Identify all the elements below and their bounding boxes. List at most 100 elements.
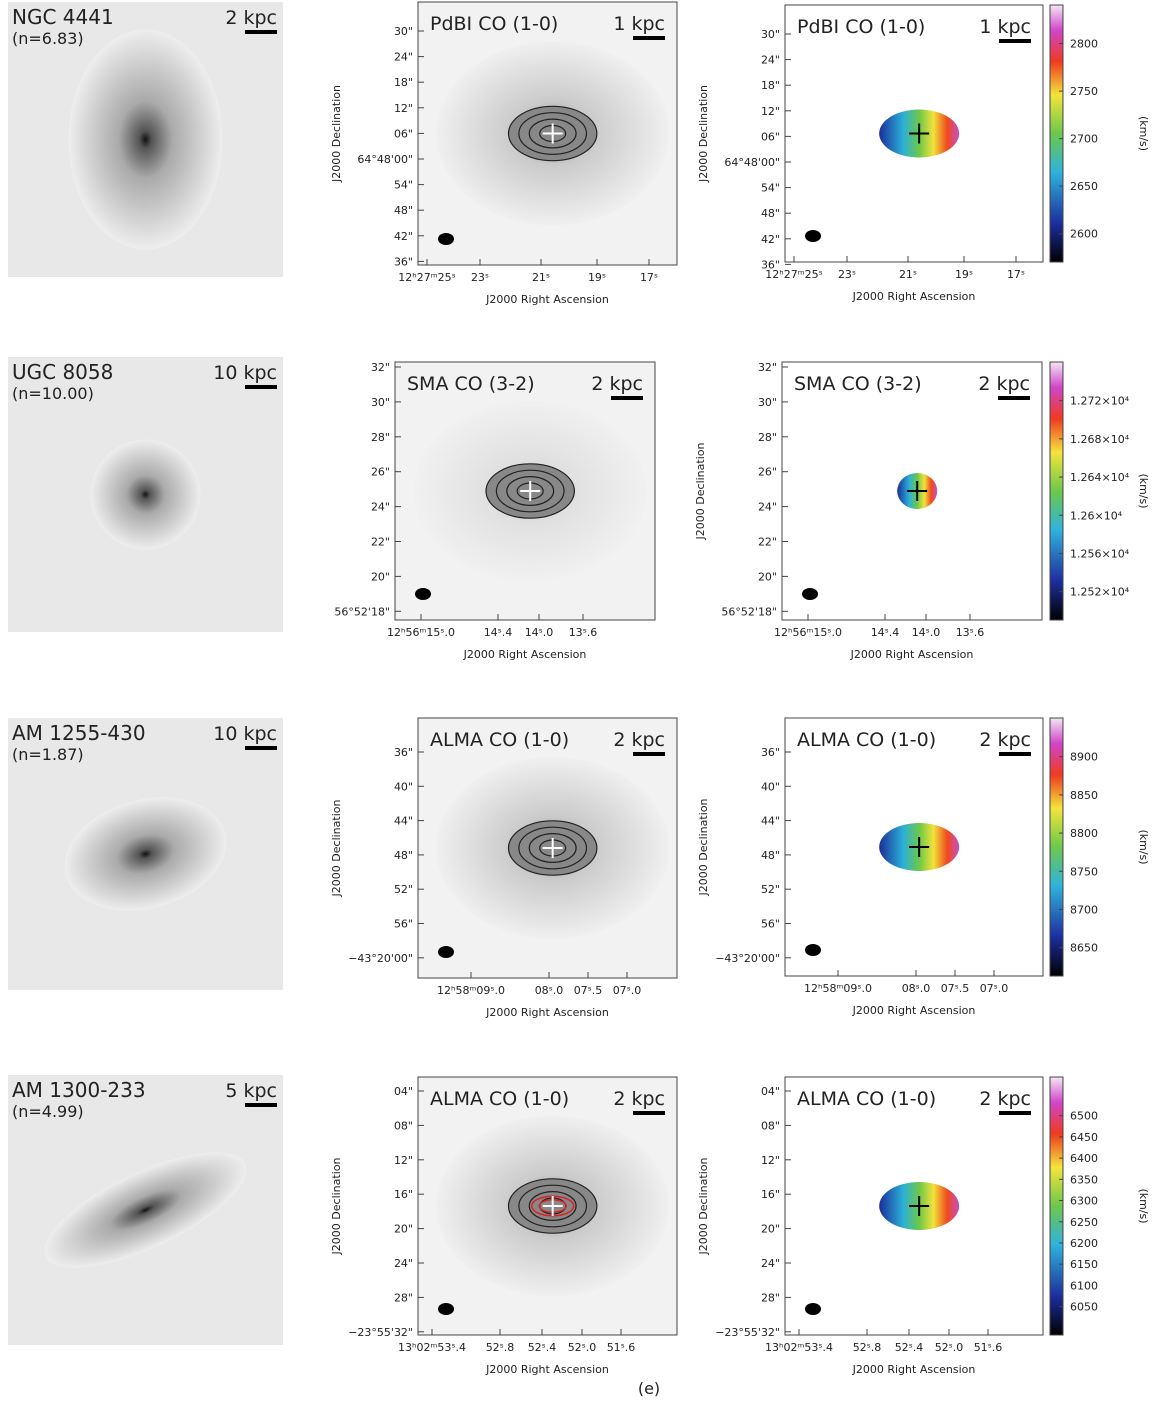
colorbar-tick-label: 6450 xyxy=(1070,1131,1098,1144)
colorbar-label: (km/s) xyxy=(1137,1188,1150,1223)
dec-tick-label: 56°52'18" xyxy=(334,605,390,618)
dec-tick-label: −23°55'32" xyxy=(715,1326,780,1339)
galaxy xyxy=(68,29,223,250)
ra-tick-label: 21ˢ xyxy=(532,271,550,284)
dec-tick-label: 20" xyxy=(371,570,390,583)
ra-tick-label: 52ˢ.8 xyxy=(853,1341,882,1354)
dec-tick-label: 06" xyxy=(761,130,780,143)
dec-axis-label: J2000 Declination xyxy=(330,85,343,183)
dec-tick-label: 42" xyxy=(761,233,780,246)
ra-tick-label: 13ˢ.6 xyxy=(956,626,985,639)
dec-tick-label: 20" xyxy=(394,1223,413,1236)
ra-tick-label: 08ˢ.0 xyxy=(902,982,931,995)
beam xyxy=(805,944,821,956)
dec-tick-label: 52" xyxy=(761,883,780,896)
dec-axis-label: J2000 Declination xyxy=(330,1158,343,1256)
ra-tick-label: 52ˢ.4 xyxy=(528,1341,557,1354)
colorbar xyxy=(1049,4,1064,263)
ra-tick-label: 12ʰ27ᵐ25ˢ xyxy=(398,271,455,284)
dec-tick-label: 18" xyxy=(761,79,780,92)
ra-tick-label: 07ˢ.0 xyxy=(980,982,1009,995)
colorbar-tick-label: 6400 xyxy=(1070,1152,1098,1165)
dec-tick-label: 08" xyxy=(761,1119,780,1132)
scale-bar xyxy=(999,1111,1031,1115)
co-label: PdBI CO (1-0) xyxy=(430,13,558,35)
co-label: ALMA CO (1-0) xyxy=(430,729,569,751)
colorbar-tick-label: 8900 xyxy=(1070,751,1098,764)
scale-label: 1 kpc xyxy=(979,16,1031,38)
dec-tick-label: 12" xyxy=(761,105,780,118)
co-label: ALMA CO (1-0) xyxy=(797,729,936,751)
ra-tick-label: 23ˢ xyxy=(838,268,856,281)
dec-tick-label: 24" xyxy=(761,1257,780,1270)
galaxy-name: AM 1255-430 xyxy=(12,721,146,745)
dec-tick-label: 12" xyxy=(394,1154,413,1167)
dec-tick-label: 16" xyxy=(761,1188,780,1201)
beam xyxy=(805,1303,821,1315)
ra-axis-label: J2000 Right Ascension xyxy=(852,1004,976,1017)
dec-tick-label: 08" xyxy=(394,1119,413,1132)
ra-axis-label: J2000 Right Ascension xyxy=(852,290,976,303)
dec-axis-label: J2000 Declination xyxy=(697,85,710,183)
beam xyxy=(802,588,818,600)
dec-tick-label: −43°20'00" xyxy=(715,952,780,965)
dec-axis-label: J2000 Declination xyxy=(694,443,707,541)
galaxy xyxy=(90,439,201,550)
dec-tick-label: 56" xyxy=(761,918,780,931)
dec-tick-label: 24" xyxy=(758,501,777,514)
dec-axis-label: J2000 Declination xyxy=(697,1158,710,1256)
dec-tick-label: 30" xyxy=(394,25,413,38)
scale-label: 10 kpc xyxy=(213,723,277,745)
dec-tick-label: 48" xyxy=(761,207,780,220)
ra-tick-label: 52ˢ.8 xyxy=(486,1341,515,1354)
ra-tick-label: 13ˢ.6 xyxy=(569,626,598,639)
scale-bar xyxy=(999,752,1031,756)
ra-axis-label: J2000 Right Ascension xyxy=(485,293,609,306)
scale-label: 2 kpc xyxy=(613,729,665,751)
ra-tick-label: 13ʰ02ᵐ53ˢ.4 xyxy=(765,1341,833,1354)
ra-tick-label: 14ˢ.4 xyxy=(871,626,900,639)
ra-tick-label: 07ˢ.5 xyxy=(574,984,603,997)
galaxy-name: AM 1300-233 xyxy=(12,1078,146,1102)
dec-tick-label: 44" xyxy=(394,815,413,828)
dec-tick-label: 30" xyxy=(758,396,777,409)
ra-tick-label: 17ˢ xyxy=(640,271,658,284)
co-contour xyxy=(518,112,588,155)
ra-tick-label: 51ˢ.6 xyxy=(974,1341,1003,1354)
dec-tick-label: 16" xyxy=(394,1188,413,1201)
dec-axis-label: J2000 Declination xyxy=(697,799,710,897)
co-contour xyxy=(506,476,555,507)
galaxy-name: NGC 4441 xyxy=(12,5,114,29)
dec-tick-label: 48" xyxy=(394,849,413,862)
colorbar xyxy=(1049,1076,1064,1336)
colorbar-tick-label: 1.268×10⁴ xyxy=(1070,433,1130,446)
dec-tick-label: 28" xyxy=(371,431,390,444)
colorbar-label: (km/s) xyxy=(1137,116,1150,151)
ra-tick-label: 07ˢ.0 xyxy=(613,984,642,997)
co-label: PdBI CO (1-0) xyxy=(797,16,925,38)
colorbar-label: (km/s) xyxy=(1137,473,1150,508)
ra-tick-label: 14ˢ.4 xyxy=(484,626,513,639)
colorbar-tick-label: 8650 xyxy=(1070,942,1098,955)
dec-tick-label: 36" xyxy=(761,258,780,271)
colorbar-tick-label: 1.26×10⁴ xyxy=(1070,509,1123,522)
co-contour xyxy=(518,826,588,870)
colorbar-tick-label: 2600 xyxy=(1070,228,1098,241)
beam xyxy=(438,233,454,245)
dec-tick-label: 48" xyxy=(394,204,413,217)
scale-bar xyxy=(633,36,665,40)
scale-label: 2 kpc xyxy=(613,1088,665,1110)
dec-tick-label: 20" xyxy=(761,1223,780,1236)
colorbar-label: (km/s) xyxy=(1137,829,1150,864)
co-contour xyxy=(518,1184,588,1228)
beam xyxy=(415,588,431,600)
colorbar-tick-label: 6350 xyxy=(1070,1173,1098,1186)
dec-tick-label: 24" xyxy=(394,1257,413,1270)
dec-tick-label: 44" xyxy=(761,815,780,828)
dec-tick-label: 28" xyxy=(758,431,777,444)
colorbar-tick-label: 6050 xyxy=(1070,1301,1098,1314)
dec-tick-label: 26" xyxy=(371,466,390,479)
co-label: ALMA CO (1-0) xyxy=(797,1088,936,1110)
ra-axis-label: J2000 Right Ascension xyxy=(852,1363,976,1376)
